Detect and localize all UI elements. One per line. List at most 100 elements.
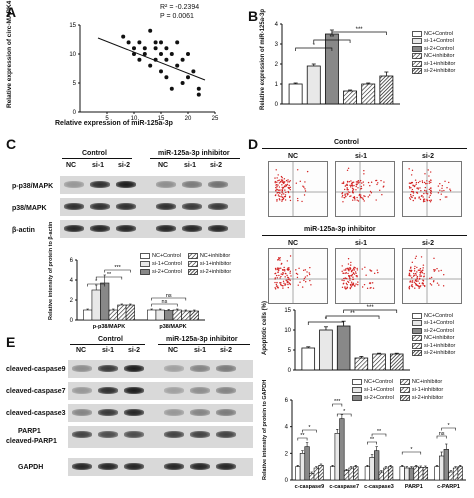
- panel-d-flow-event: [438, 270, 440, 272]
- panel-d-flow-event: [275, 268, 277, 271]
- panel-b-sig-label: **: [330, 35, 335, 41]
- panel-e-band: [216, 387, 236, 394]
- panel-e-lane-label: si-2: [128, 347, 141, 354]
- panel-d-flow-event: [344, 193, 346, 195]
- panel-c-bar: [155, 309, 165, 321]
- panel-d-flow-event: [419, 274, 421, 276]
- panel-e-ylabel: Relative intensity of protein to GAPDH: [262, 379, 268, 480]
- panel-d-flow-event: [412, 194, 414, 197]
- panel-d-flow-event: [279, 181, 282, 183]
- panel-e-band: [190, 365, 210, 372]
- panel-d-flow-event: [343, 197, 346, 199]
- panel-d-flow-event: [354, 285, 356, 287]
- panel-d-flow-event: [418, 282, 421, 284]
- panel-d-flow-event: [408, 288, 411, 290]
- panel-d-flow-event: [296, 273, 299, 275]
- panel-c-bar: [108, 309, 118, 321]
- panel-e-band: [124, 387, 144, 394]
- panel-d-flow-event: [417, 181, 420, 184]
- panel-e-bar: [404, 467, 410, 481]
- panel-d-flow-event: [347, 280, 349, 283]
- panel-d-flow-event: [419, 198, 422, 201]
- panel-d-flow-event: [408, 273, 411, 275]
- panel-d-flow-event: [286, 183, 289, 186]
- panel-d-flow-event: [347, 272, 349, 275]
- panel-d-flow-event: [359, 179, 362, 182]
- panel-e-sig-label: *: [343, 409, 346, 415]
- panel-d-flow-event: [303, 186, 305, 188]
- panel-c-bar: [172, 309, 182, 321]
- panel-d-flow-plot: [268, 248, 328, 304]
- panel-d-flow-event: [423, 189, 426, 192]
- panel-e-legend-item: NC+inhibitor: [399, 378, 443, 386]
- panel-d-flow-event: [304, 181, 306, 183]
- panel-d-flow-event: [349, 279, 351, 281]
- panel-d-flow-event: [427, 169, 429, 171]
- panel-d-flow-event: [423, 273, 425, 275]
- panel-c-legend-item: si-2+inhibitor: [187, 268, 231, 276]
- panel-d-flow-event: [366, 287, 369, 290]
- panel-d-flow-event: [281, 184, 283, 186]
- panel-d-group-line-1: [262, 148, 467, 149]
- panel-d-flow-event: [377, 271, 379, 274]
- panel-d-flow-event: [410, 182, 412, 185]
- panel-d-flow-event: [415, 283, 417, 285]
- panel-d-flow-event: [280, 175, 283, 178]
- panel-d-flow-event: [429, 283, 432, 285]
- panel-e-x-tick-label: c-PARP1: [437, 484, 460, 490]
- panel-d-flow-event: [353, 196, 356, 198]
- panel-c-band: [64, 181, 84, 188]
- panel-d-flow-event: [350, 275, 353, 277]
- panel-d-flow-event: [352, 282, 355, 284]
- panel-d-flow-event: [346, 267, 348, 270]
- panel-a-point: [148, 28, 153, 33]
- panel-a-x-tick-label: 20: [185, 116, 192, 122]
- panel-d-flow-event: [347, 263, 350, 265]
- panel-e-band: [98, 431, 118, 438]
- panel-d-flow-event: [303, 194, 306, 196]
- panel-c-band: [156, 203, 176, 210]
- panel-d-flow-event: [287, 191, 290, 194]
- panel-d-flow-event: [280, 263, 283, 265]
- panel-d-flow-event: [278, 189, 280, 192]
- panel-d-flow-event: [422, 280, 425, 282]
- panel-d-flow-event: [351, 283, 353, 285]
- panel-d-flow-event: [416, 275, 419, 278]
- panel-d-flow-event: [358, 194, 360, 196]
- panel-d-flow-event: [289, 282, 291, 285]
- panel-d-flow-event: [354, 267, 356, 269]
- panel-d-flow-event: [422, 200, 425, 203]
- panel-d-flow-event: [274, 194, 277, 197]
- panel-b-y-tick-label: 3: [275, 42, 279, 48]
- panel-d-flow-event: [350, 182, 353, 185]
- panel-e-row-label-c3: cleaved-caspase3: [6, 410, 66, 417]
- panel-d-flow-event: [343, 269, 345, 271]
- panel-d-flow-event: [411, 188, 414, 191]
- panel-d-flow-event: [286, 281, 289, 284]
- panel-d-flow-event: [449, 189, 452, 192]
- panel-d-flow-event: [355, 181, 358, 183]
- panel-d-flow-event: [347, 167, 350, 170]
- panel-d-flow-label: si-1: [355, 153, 368, 160]
- panel-d-y-tick-label: 10: [284, 328, 291, 334]
- panel-c-group-line-2: [150, 158, 240, 159]
- panel-d-flow-event: [349, 275, 351, 277]
- panel-a-r2: R² = -0.2394: [160, 4, 200, 11]
- panel-d-ylabel: Apoptotic cells (%): [262, 300, 268, 355]
- panel-c-legend-item: NC+inhibitor: [187, 252, 231, 260]
- panel-e-legend: NC+Control NC+inhibitor si-1+Control si-1+i…: [352, 378, 443, 402]
- panel-d-flow-event: [281, 181, 283, 183]
- panel-d-flow-event: [288, 184, 290, 187]
- panel-d-flow-event: [419, 267, 422, 270]
- panel-d-flow-event: [356, 269, 359, 271]
- panel-c-lane-label: si-2: [210, 162, 223, 169]
- panel-d-flow-event: [411, 280, 414, 282]
- panel-d-flow-event: [433, 270, 436, 272]
- panel-d-flow-event: [289, 255, 292, 257]
- panel-e-x-tick-label: c-caspase9: [295, 484, 325, 490]
- panel-d-legend-swatch: [412, 312, 422, 319]
- panel-c-legend-swatch: [140, 253, 150, 259]
- panel-d-flow-event: [280, 282, 282, 284]
- panel-d-legend-item: si-1+inhibitor: [412, 342, 455, 350]
- panel-d-flow-event: [360, 187, 363, 190]
